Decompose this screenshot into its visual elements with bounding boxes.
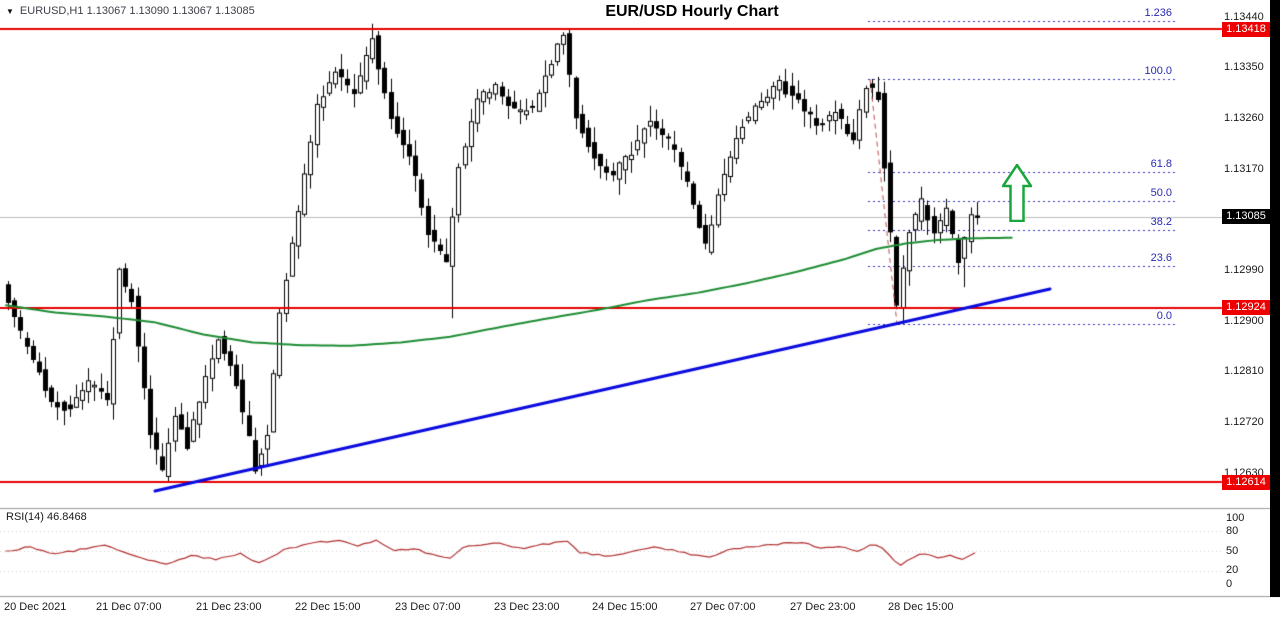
fib-level-label: 100.0 <box>1144 64 1172 77</box>
fib-level-label: 61.8 <box>1150 158 1172 171</box>
time-axis-label: 28 Dec 15:00 <box>888 601 954 613</box>
chevron-down-icon[interactable]: ▼ <box>6 7 14 16</box>
time-axis-label: 21 Dec 07:00 <box>96 601 162 613</box>
price-marker-red: 1.12614 <box>1222 474 1270 490</box>
price-marker-red: 1.12924 <box>1222 300 1270 315</box>
price-axis-label: 1.13350 <box>1224 61 1264 74</box>
price-marker-red: 1.13418 <box>1222 21 1270 37</box>
right-edge-scrollbar[interactable] <box>1270 0 1280 597</box>
time-axis-label: 24 Dec 15:00 <box>592 601 658 613</box>
price-axis-label: 1.13260 <box>1224 111 1264 124</box>
chart-title: EUR/USD Hourly Chart <box>605 3 779 20</box>
rsi-axis-label: 80 <box>1226 524 1239 537</box>
time-axis-label: 20 Dec 2021 <box>4 601 67 613</box>
price-axis-label: 1.12900 <box>1224 314 1264 327</box>
fib-level-label: 0.0 <box>1156 309 1172 322</box>
time-axis-label: 27 Dec 23:00 <box>790 601 856 613</box>
symbol-period-label: EURUSD,H1 <box>19 5 84 17</box>
time-axis-label: 21 Dec 23:00 <box>196 601 262 613</box>
price-axis-label: 1.12990 <box>1224 263 1264 276</box>
fib-level-label: 1.236 <box>1144 7 1172 20</box>
price-axis-label: 1.12720 <box>1224 415 1264 428</box>
symbol-info-bar: ▼ EURUSD,H1 1.13067 1.13090 1.13067 1.130… <box>6 5 255 17</box>
rsi-indicator-label: RSI(14) 46.8468 <box>6 511 87 523</box>
rsi-axis-label: 50 <box>1226 544 1239 557</box>
up-arrow-icon[interactable] <box>1002 164 1032 222</box>
time-axis-label: 23 Dec 07:00 <box>395 601 461 613</box>
fib-level-label: 50.0 <box>1150 187 1172 200</box>
price-marker-black: 1.13085 <box>1222 209 1270 225</box>
rsi-axis-label: 20 <box>1226 564 1239 577</box>
time-axis-label: 22 Dec 15:00 <box>295 601 361 613</box>
price-axis-label: 1.12810 <box>1224 365 1264 378</box>
price-axis-label: 1.13440 <box>1224 10 1264 23</box>
rsi-axis-label: 0 <box>1226 577 1233 590</box>
time-axis-label: 27 Dec 07:00 <box>690 601 756 613</box>
rsi-axis-label: 100 <box>1226 511 1245 524</box>
fib-level-label: 23.6 <box>1150 252 1172 265</box>
ohlc-quote-label: 1.13067 1.13090 1.13067 1.13085 <box>86 5 255 17</box>
time-axis-label: 23 Dec 23:00 <box>494 601 560 613</box>
fib-level-label: 38.2 <box>1150 216 1172 229</box>
price-axis-label: 1.13170 <box>1224 162 1264 175</box>
